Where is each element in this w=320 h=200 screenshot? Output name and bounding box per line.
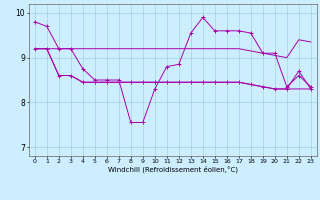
X-axis label: Windchill (Refroidissement éolien,°C): Windchill (Refroidissement éolien,°C): [108, 165, 238, 173]
